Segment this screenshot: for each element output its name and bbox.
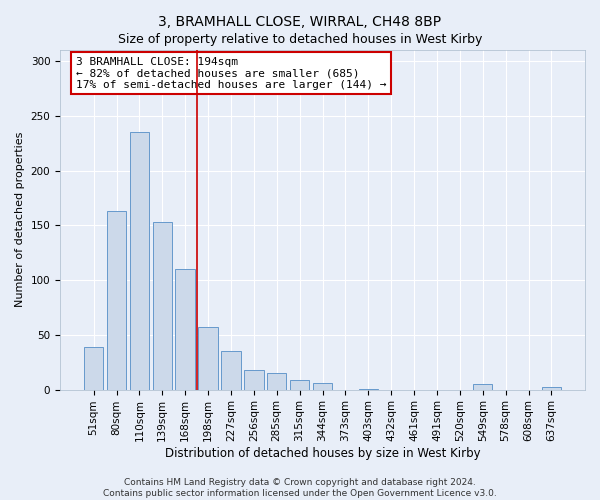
Bar (290, 380, 310, 390)
Bar (152, 222, 172, 390)
Bar (199, 327, 218, 390)
Bar (221, 352, 241, 390)
Bar (542, 388, 561, 390)
X-axis label: Distribution of detached houses by size in West Kirby: Distribution of detached houses by size … (165, 447, 481, 460)
Bar (359, 388, 378, 390)
Bar (313, 383, 332, 390)
Bar (244, 370, 263, 390)
Text: Contains HM Land Registry data © Crown copyright and database right 2024.
Contai: Contains HM Land Registry data © Crown c… (103, 478, 497, 498)
Bar (84, 347, 103, 390)
Bar (175, 269, 195, 390)
Bar (107, 211, 126, 390)
Text: Size of property relative to detached houses in West Kirby: Size of property relative to detached ho… (118, 32, 482, 46)
Y-axis label: Number of detached properties: Number of detached properties (15, 132, 25, 308)
Bar (267, 373, 286, 390)
Text: 3, BRAMHALL CLOSE, WIRRAL, CH48 8BP: 3, BRAMHALL CLOSE, WIRRAL, CH48 8BP (158, 15, 442, 29)
Text: 3 BRAMHALL CLOSE: 194sqm
← 82% of detached houses are smaller (685)
17% of semi-: 3 BRAMHALL CLOSE: 194sqm ← 82% of detach… (76, 57, 386, 90)
Bar (130, 132, 149, 390)
Bar (473, 384, 493, 390)
